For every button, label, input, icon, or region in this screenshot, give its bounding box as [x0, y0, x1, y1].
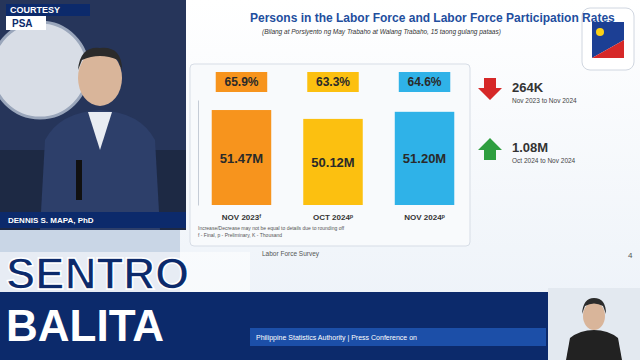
y-axis-line	[198, 101, 199, 206]
presenter-shirt	[88, 112, 112, 150]
change-label: 1.08M	[512, 140, 548, 155]
x-tick: OCT 2024ᵖ	[313, 213, 353, 222]
ticker-band	[250, 328, 546, 346]
change-arrow	[478, 78, 502, 100]
bar	[212, 110, 271, 205]
x-axis: NOV 2023ᶠ OCT 2024ᵖ NOV 2024ᵖ	[222, 213, 445, 222]
logo-sun	[596, 28, 604, 36]
presenter-hair	[78, 48, 122, 70]
x-tick: NOV 2024ᵖ	[404, 213, 444, 222]
sign-head	[583, 302, 605, 330]
note: f - Final, p - Preliminary, K - Thousand	[198, 232, 282, 238]
background	[0, 0, 640, 360]
change-period: Oct 2024 to Nov 2024	[512, 157, 576, 164]
microphone	[76, 160, 82, 200]
bar	[395, 112, 454, 205]
source-note: Labor Force Survey	[262, 250, 320, 258]
chart-title: Persons in the Labor Force and Labor For…	[250, 11, 615, 25]
x-tick: NOV 2023ᶠ	[222, 213, 261, 222]
rate-box	[216, 72, 267, 92]
x-tick-label: OCT 2024ᵖ	[313, 213, 353, 222]
sign-bg	[548, 288, 640, 360]
speaker-name: DENNIS S. MAPA, PhD	[8, 216, 94, 225]
seal	[0, 22, 88, 118]
courtesy-box	[6, 4, 90, 16]
ticker-text: Philippine Statistics Authority | Press …	[256, 334, 417, 342]
show-title: SENTRO	[6, 249, 189, 298]
sign-hair	[582, 298, 606, 314]
change-label: 264K	[512, 80, 544, 95]
x-tick-label: NOV 2023ᶠ	[222, 213, 261, 222]
change-period: Nov 2023 to Nov 2024	[512, 97, 577, 104]
sign-body	[566, 330, 622, 360]
chart-panel	[190, 64, 470, 246]
presenter-inset: DENNIS S. MAPA, PhD	[0, 0, 186, 230]
bar	[303, 119, 362, 205]
rate-label: 65.9%	[224, 75, 258, 89]
change-arrow	[478, 138, 502, 160]
logo-blue	[592, 22, 624, 58]
rate-box	[399, 72, 450, 92]
bars	[212, 110, 455, 205]
frame: DENNIS S. MAPA, PhD COURTESY PSA Persons in…	[0, 0, 640, 360]
data-label: 50.12M	[311, 155, 354, 170]
source-label: PSA	[12, 18, 33, 29]
page-number: 4	[628, 251, 633, 260]
courtesy-label: COURTESY	[10, 5, 60, 15]
rate-box	[307, 72, 358, 92]
x-tick-label: NOV 2024ᵖ	[404, 213, 444, 222]
data-label: 51.47M	[220, 151, 263, 166]
rate-label: 64.6%	[408, 75, 442, 89]
chart-subtitle: (Bilang at Porsiyento ng May Trabaho at …	[262, 28, 501, 36]
banner-band	[0, 292, 640, 360]
y-axis	[198, 101, 199, 206]
rate-label: 63.3%	[316, 75, 350, 89]
show-title: BALITA	[6, 301, 164, 350]
logo-red	[592, 40, 624, 58]
data-label: 51.20M	[403, 151, 446, 166]
note: Increase/Decrease may not be equal to de…	[198, 225, 345, 231]
source-box	[6, 16, 46, 30]
sign-inset	[548, 288, 640, 360]
speaker-bar	[0, 212, 186, 228]
